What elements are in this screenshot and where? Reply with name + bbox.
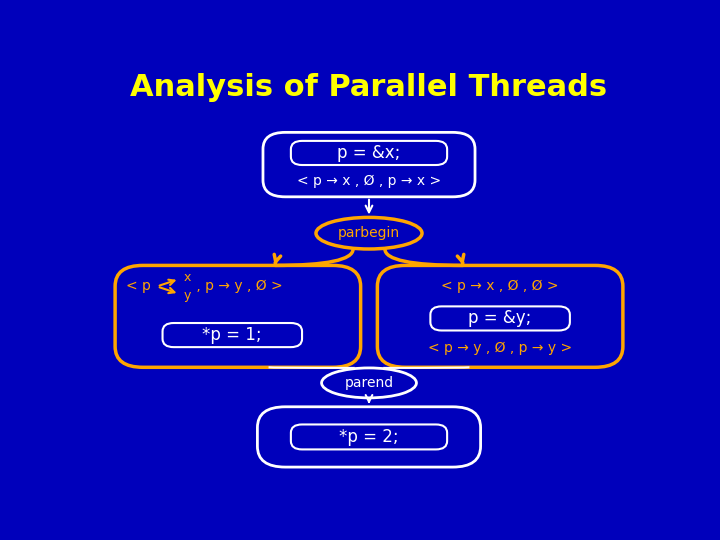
Text: parbegin: parbegin (338, 226, 400, 240)
Text: Analysis of Parallel Threads: Analysis of Parallel Threads (130, 73, 608, 102)
Ellipse shape (322, 368, 416, 398)
FancyBboxPatch shape (377, 266, 623, 367)
FancyBboxPatch shape (115, 266, 361, 367)
Text: < p → x , Ø , Ø >: < p → x , Ø , Ø > (441, 279, 559, 293)
FancyBboxPatch shape (263, 132, 475, 197)
Text: , p → y , Ø >: , p → y , Ø > (192, 279, 283, 293)
Text: < p → y , Ø , p → y >: < p → y , Ø , p → y > (428, 341, 572, 355)
Text: parend: parend (344, 376, 394, 390)
FancyBboxPatch shape (258, 407, 481, 467)
Text: < p: < p (126, 279, 151, 293)
Text: p = &x;: p = &x; (337, 144, 401, 162)
FancyBboxPatch shape (163, 323, 302, 347)
Text: < p → x , Ø , p → x >: < p → x , Ø , p → x > (297, 174, 441, 188)
Text: y: y (184, 289, 191, 302)
FancyBboxPatch shape (291, 141, 447, 165)
Text: x: x (184, 271, 191, 284)
Text: *p = 1;: *p = 1; (202, 326, 262, 344)
Text: *p = 2;: *p = 2; (339, 428, 399, 446)
Text: p = &y;: p = &y; (469, 309, 532, 327)
FancyBboxPatch shape (291, 424, 447, 449)
FancyBboxPatch shape (431, 306, 570, 330)
Ellipse shape (316, 218, 422, 249)
